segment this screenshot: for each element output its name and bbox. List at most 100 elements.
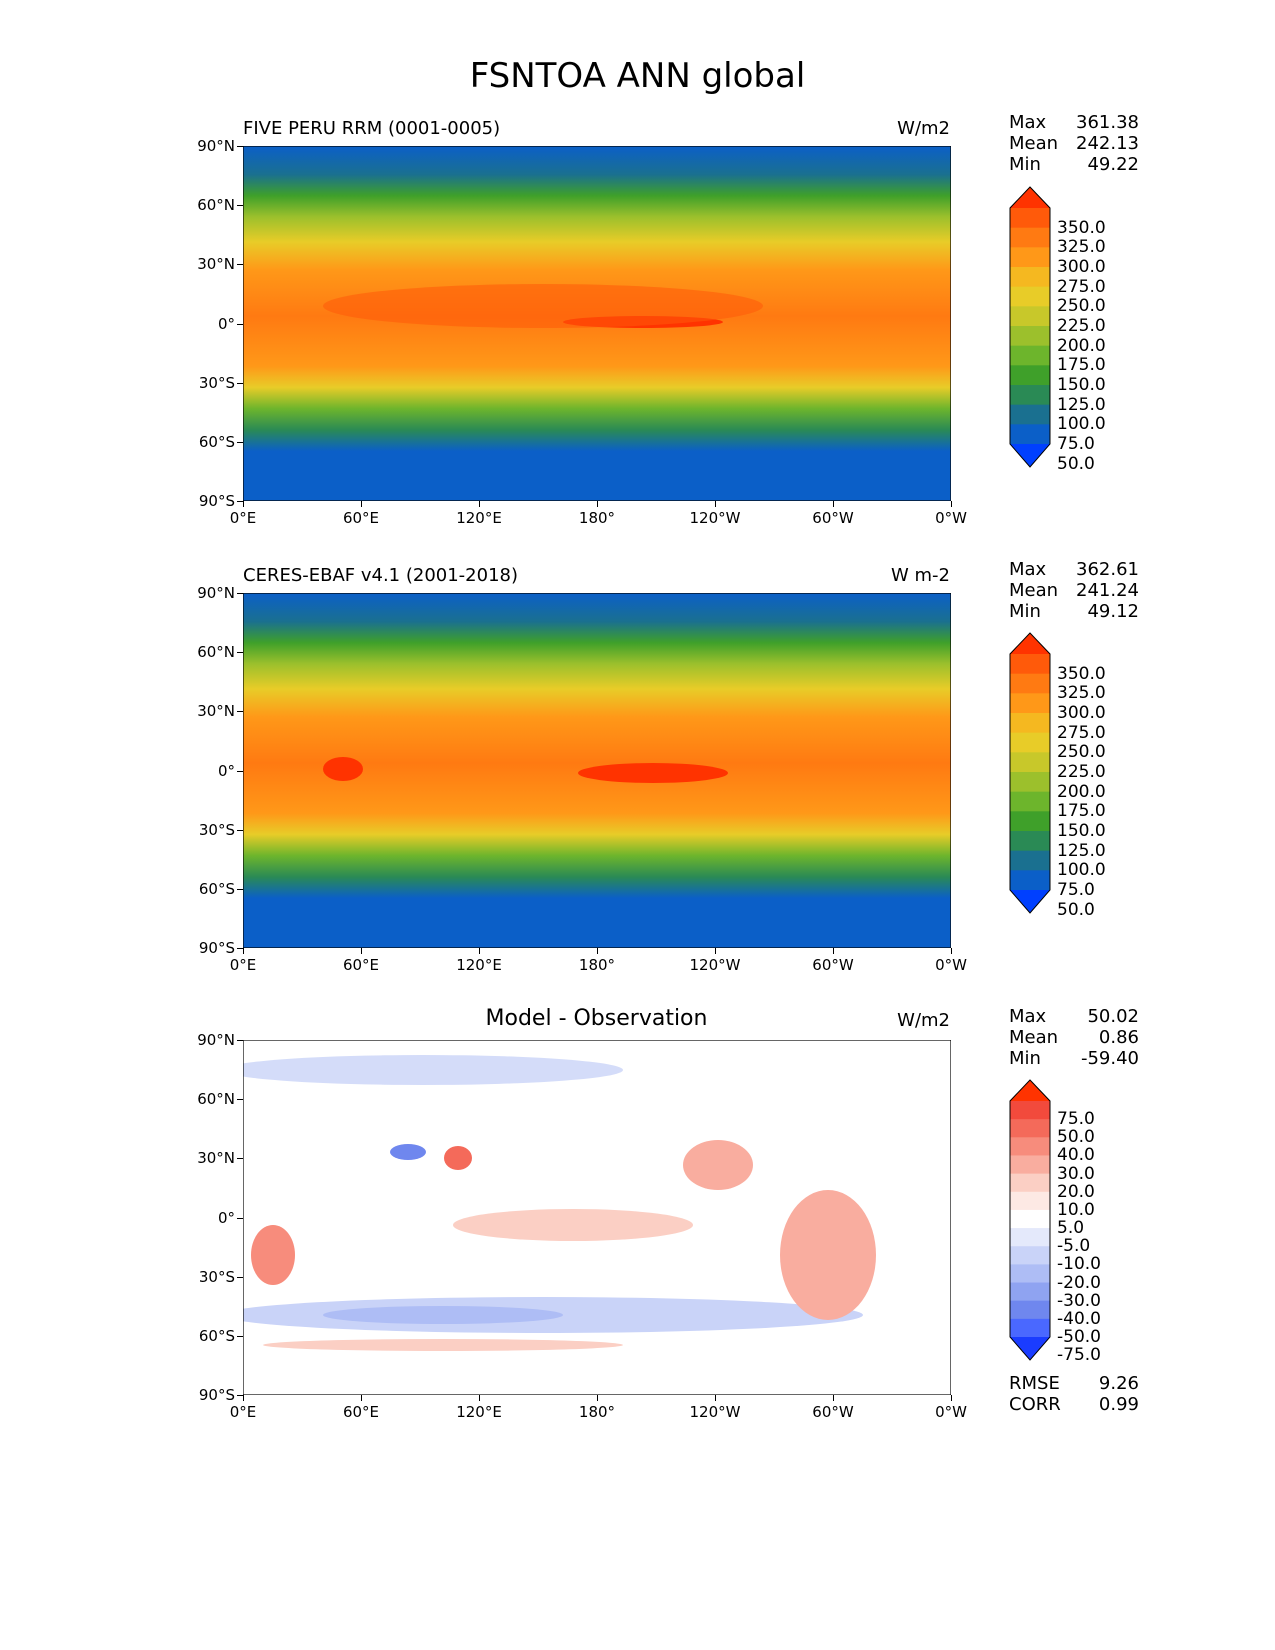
colorbar-segment	[1010, 1101, 1050, 1120]
panel-2-units: W m-2	[890, 565, 950, 586]
colorbar-label: 100.0	[1057, 414, 1106, 435]
lon-tick-label: 60°W	[812, 509, 854, 527]
stat-mean: Mean 242.13	[1009, 133, 1139, 155]
panel-1-title: FIVE PERU RRM (0001-0005)	[243, 118, 501, 139]
lon-tick-mark	[361, 501, 362, 507]
warm-region	[578, 763, 728, 783]
colorbar-segment	[1010, 633, 1050, 654]
panel-3-title: Model - Observation	[485, 1006, 708, 1031]
lat-tick-mark	[237, 1276, 243, 1278]
colorbar-segment	[1010, 227, 1050, 248]
lon-tick-mark	[243, 948, 244, 954]
stat-key: Max	[1009, 112, 1047, 133]
lon-tick-mark	[715, 501, 716, 507]
lon-tick-mark	[361, 1395, 362, 1401]
lon-tick-label: 120°W	[689, 1403, 741, 1421]
lat-tick-mark	[237, 264, 243, 266]
lat-tick-label: 0°	[217, 761, 235, 780]
lon-tick-label: 180°	[578, 1403, 616, 1421]
colorbar-segment	[1010, 208, 1050, 229]
lat-tick-label: 30°N	[197, 702, 235, 721]
colorbar-segment	[1010, 444, 1050, 467]
colorbar-outline	[1009, 632, 1051, 914]
lon-tick-label: 60°E	[342, 1403, 380, 1421]
colorbar-segment	[1010, 1246, 1050, 1265]
map-panel-3	[243, 1040, 951, 1395]
stat-key: Mean	[1009, 580, 1059, 601]
lat-tick-mark	[237, 501, 243, 502]
lat-tick-label: 60°S	[198, 1326, 235, 1345]
lon-tick-mark	[361, 948, 362, 954]
lat-tick-mark	[237, 1395, 243, 1396]
stat-value: 242.13	[1076, 133, 1139, 154]
stat-key: RMSE	[1009, 1373, 1060, 1394]
colorbar-label: 175.0	[1057, 355, 1106, 376]
lon-tick-label: 0°E	[229, 1403, 257, 1421]
stat-key: CORR	[1009, 1394, 1061, 1415]
warm-region	[323, 757, 363, 781]
colorbar-label: 250.0	[1057, 296, 1106, 317]
lon-tick-mark	[951, 501, 952, 507]
stat-key: Mean	[1009, 1027, 1059, 1048]
colorbar-segment	[1010, 306, 1050, 327]
lon-tick-label: 120°E	[456, 956, 502, 974]
stat-value: 49.12	[1087, 601, 1139, 622]
colorbar-label: 100.0	[1057, 860, 1106, 881]
lon-tick-mark	[951, 1395, 952, 1401]
lat-tick-mark	[237, 146, 243, 147]
stat-mean: Mean 241.24	[1009, 580, 1139, 602]
colorbar-segment	[1010, 187, 1050, 208]
colorbar-segment	[1010, 870, 1050, 891]
colorbar-label: 350.0	[1057, 663, 1106, 684]
lon-tick-label: 120°W	[689, 956, 741, 974]
panel-1-units: W/m2	[897, 118, 950, 139]
lon-tick-label: 60°W	[812, 1403, 854, 1421]
lon-tick-mark	[833, 501, 834, 507]
stat-key: Min	[1009, 601, 1041, 622]
stat-mean: Mean 0.86	[1009, 1027, 1139, 1049]
lat-tick-mark	[237, 1158, 243, 1160]
colorbar-segment	[1010, 286, 1050, 307]
stat-key: Max	[1009, 559, 1047, 580]
colorbar-segment	[1010, 1119, 1050, 1138]
cool-region	[390, 1144, 426, 1160]
colorbar-label: 200.0	[1057, 781, 1106, 802]
lat-tick-label: 60°S	[198, 879, 235, 898]
colorbar-segment	[1010, 1209, 1050, 1229]
stat-min: Min 49.12	[1009, 601, 1139, 623]
lon-tick-mark	[833, 1395, 834, 1401]
lon-tick-mark	[479, 948, 480, 954]
lat-tick-mark	[237, 652, 243, 654]
lat-tick-label: 30°S	[198, 1267, 235, 1286]
stat-value: 49.22	[1087, 154, 1139, 175]
lon-tick-mark	[479, 1395, 480, 1401]
colorbar-segment	[1010, 1155, 1050, 1175]
lat-tick-label: 30°N	[197, 255, 235, 274]
colorbar-label: 300.0	[1057, 703, 1106, 723]
colorbar-segment	[1010, 1228, 1050, 1247]
colorbar-segment	[1010, 1173, 1050, 1193]
lat-tick-mark	[237, 829, 243, 831]
lon-tick-label: 180°	[578, 956, 616, 974]
stat-max: Max 362.61	[1009, 559, 1139, 581]
lon-tick-label: 60°E	[342, 956, 380, 974]
colorbar-label: 50.0	[1057, 1127, 1095, 1148]
colorbar-label: -30.0	[1057, 1290, 1101, 1311]
colorbar-segment	[1010, 890, 1050, 913]
stat-rmse: RMSE 9.26	[1009, 1373, 1139, 1395]
colorbar-segment	[1010, 1191, 1050, 1211]
lat-tick-mark	[237, 1099, 243, 1101]
map-panel-2	[243, 593, 951, 948]
lon-tick-label: 120°E	[456, 1403, 502, 1421]
colorbar-segment	[1010, 693, 1050, 714]
lon-tick-mark	[951, 948, 952, 954]
stat-max: Max 361.38	[1009, 112, 1139, 134]
colorbar-label: 40.0	[1057, 1145, 1095, 1166]
colorbar-label: 225.0	[1057, 316, 1106, 336]
cool-band	[323, 1306, 563, 1324]
lon-tick-label: 120°E	[456, 509, 502, 527]
lat-tick-label: 0°	[217, 314, 235, 333]
stat-value: 361.38	[1076, 112, 1139, 133]
stat-value: 50.02	[1087, 1006, 1139, 1027]
lon-tick-label: 0°W	[935, 956, 967, 974]
